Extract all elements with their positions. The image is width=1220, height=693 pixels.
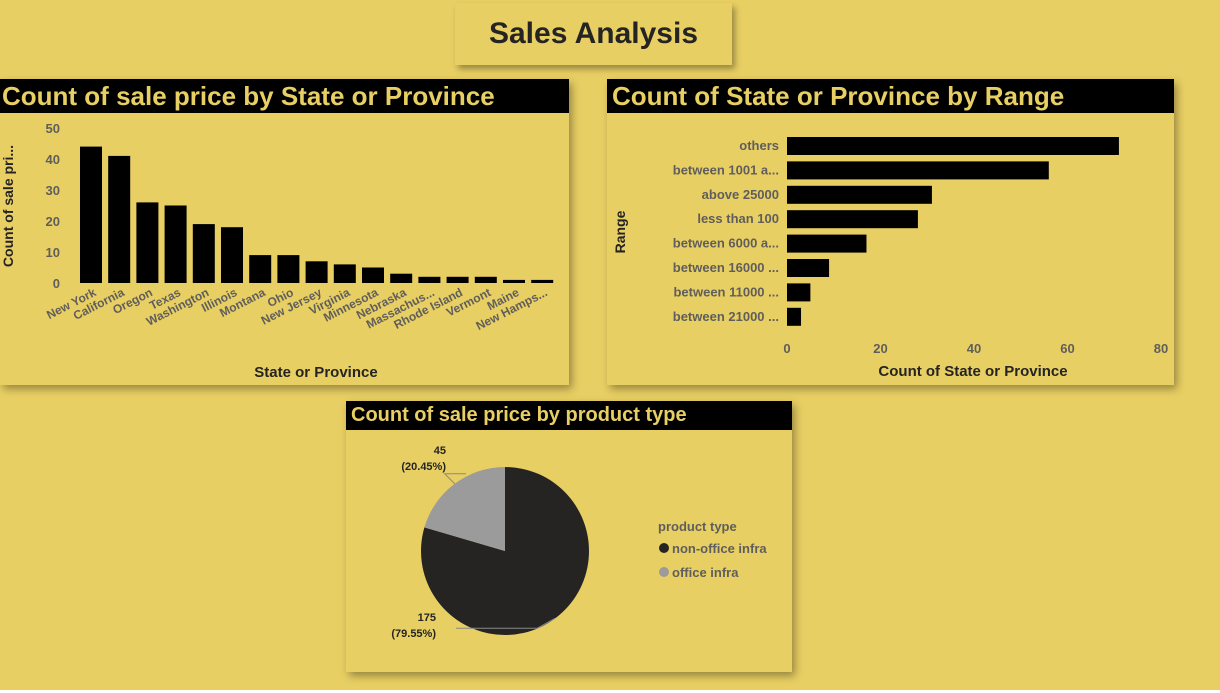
bar[interactable] <box>80 146 102 283</box>
bar[interactable] <box>390 273 413 283</box>
bar[interactable] <box>249 255 272 283</box>
y-axis-title: Count of sale pri... <box>0 145 16 267</box>
state-bar-chart-title: Count of sale price by State or Province <box>0 79 569 113</box>
range-bar-chart-panel[interactable]: Count of State or Province by Range othe… <box>607 79 1174 385</box>
bar[interactable] <box>221 227 243 283</box>
y-tick-label: 30 <box>46 183 60 198</box>
y-tick-label: between 21000 ... <box>673 309 779 324</box>
bar[interactable] <box>192 224 215 283</box>
y-tick-label: between 16000 ... <box>673 260 779 275</box>
legend-marker <box>659 543 669 553</box>
pie-data-label-percent: (20.45%) <box>401 461 446 473</box>
y-tick-label: 10 <box>46 245 60 260</box>
legend-item-label[interactable]: non-office infra <box>672 541 767 556</box>
y-tick-label: others <box>739 138 779 153</box>
bar[interactable] <box>531 279 554 283</box>
y-tick-label: 0 <box>53 276 60 291</box>
bar[interactable] <box>787 210 918 229</box>
bar[interactable] <box>277 255 300 283</box>
pie-data-label-percent: (79.55%) <box>391 628 436 640</box>
bar[interactable] <box>333 264 356 283</box>
pie-leader-line <box>443 473 466 485</box>
product-type-pie-title: Count of sale price by product type <box>346 401 792 430</box>
y-tick-label: between 1001 a... <box>673 162 779 177</box>
bar[interactable] <box>787 234 867 253</box>
y-tick-label: 20 <box>46 214 60 229</box>
y-axis-title: Range <box>612 210 628 253</box>
bar[interactable] <box>787 259 830 277</box>
bar[interactable] <box>418 276 441 283</box>
bar[interactable] <box>446 276 469 283</box>
bar[interactable] <box>503 279 525 283</box>
legend-title: product type <box>658 519 737 534</box>
pie-slice[interactable] <box>424 467 505 551</box>
bar[interactable] <box>787 307 802 326</box>
y-tick-label: between 11000 ... <box>673 284 779 299</box>
bar[interactable] <box>474 276 497 283</box>
y-tick-label: 40 <box>46 152 60 167</box>
x-tick-label: 20 <box>873 341 887 356</box>
footer-divider <box>0 690 1220 693</box>
pie-data-label-value: 175 <box>418 612 436 624</box>
y-tick-label: less than 100 <box>697 211 779 226</box>
x-tick-label: 80 <box>1154 341 1168 356</box>
x-tick-label: 60 <box>1060 341 1074 356</box>
bar[interactable] <box>305 261 328 283</box>
bar[interactable] <box>136 202 159 283</box>
bar[interactable] <box>787 283 811 302</box>
y-tick-label: between 6000 a... <box>673 236 779 251</box>
legend-item-label[interactable]: office infra <box>672 565 739 580</box>
bar[interactable] <box>787 137 1119 155</box>
bar[interactable] <box>787 185 932 204</box>
bar[interactable] <box>787 161 1049 180</box>
legend-marker <box>659 567 669 577</box>
bar[interactable] <box>362 267 384 284</box>
y-tick-label: 50 <box>46 121 60 136</box>
product-type-pie-panel[interactable]: Count of sale price by product type 175 (… <box>346 401 792 672</box>
x-tick-label: 40 <box>967 341 981 356</box>
product-type-pie-chart: 175 (79.55%) 45 (20.45%) product type non-off… <box>391 445 767 640</box>
page-title: Sales Analysis <box>455 3 732 65</box>
bar[interactable] <box>108 155 131 283</box>
x-tick-label: 0 <box>783 341 790 356</box>
pie-data-label-value: 45 <box>434 445 446 457</box>
y-tick-label: above 25000 <box>702 187 779 202</box>
x-axis-title: Count of State or Province <box>878 363 1067 380</box>
bar[interactable] <box>164 205 187 284</box>
x-axis-title: State or Province <box>254 364 377 381</box>
pie-leader-line <box>456 617 556 629</box>
state-bar-chart-panel[interactable]: Count of sale price by State or Province… <box>0 79 569 385</box>
range-bar-chart-title: Count of State or Province by Range <box>607 79 1174 113</box>
range-bar-chart: others between 1001 a... above 25000 less t… <box>612 137 1168 380</box>
